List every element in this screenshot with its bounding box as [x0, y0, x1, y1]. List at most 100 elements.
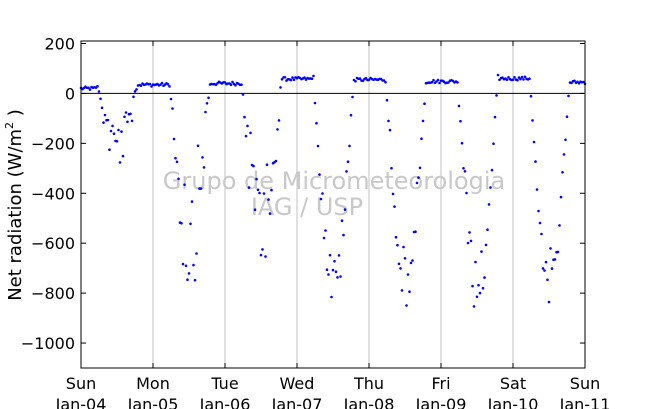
data-point [100, 106, 104, 110]
data-point [339, 275, 342, 278]
data-point [102, 121, 105, 124]
data-point [184, 264, 188, 268]
data-point [484, 243, 488, 247]
data-point [205, 102, 209, 105]
data-point [346, 160, 350, 163]
data-point [279, 86, 282, 89]
data-point [489, 186, 492, 189]
data-point [327, 273, 330, 276]
data-point [403, 257, 407, 260]
data-point [460, 141, 464, 145]
data-point [244, 134, 248, 138]
data-point [516, 78, 519, 82]
data-point [202, 166, 206, 169]
data-point [361, 79, 365, 83]
data-point [537, 209, 540, 213]
data-point [430, 80, 434, 84]
data-point [111, 124, 114, 128]
data-point [181, 262, 185, 266]
data-point [174, 156, 177, 160]
y-axis-label-superscript: 2 [3, 122, 16, 129]
watermark: Grupo de Micrometeorologia IAG / USP [163, 167, 505, 221]
data-point [246, 124, 249, 128]
data-point [493, 115, 497, 119]
data-point [472, 305, 476, 308]
data-point [168, 85, 171, 88]
x-tick-label: Jan-05 [127, 395, 179, 409]
x-tick-label: Jan-08 [343, 395, 395, 409]
data-point [315, 121, 318, 125]
data-point [465, 191, 468, 195]
data-point [529, 94, 533, 98]
x-tick-day: Sat [500, 374, 526, 393]
data-point [229, 83, 233, 86]
data-point [523, 75, 527, 79]
data-point [199, 187, 203, 190]
data-point [108, 148, 111, 151]
data-point [351, 95, 354, 99]
data-point [324, 229, 327, 232]
data-point [112, 132, 116, 135]
data-point [96, 84, 99, 88]
data-point [423, 102, 426, 105]
data-point [193, 278, 197, 282]
data-point [382, 79, 386, 82]
grid-lines [152, 41, 514, 368]
data-point [186, 278, 189, 282]
data-point [231, 80, 234, 84]
data-point [172, 137, 176, 141]
data-point [340, 219, 344, 222]
data-point [129, 112, 132, 116]
data-point [462, 167, 465, 170]
watermark-line-1: Grupo de Micrometeorologia [163, 167, 505, 195]
data-point [559, 195, 563, 199]
data-point [550, 267, 554, 270]
data-point [438, 81, 441, 85]
data-point [420, 137, 423, 140]
data-point [562, 153, 566, 156]
data-point [393, 205, 396, 208]
data-point [204, 110, 207, 114]
x-tick-day: Thu [353, 374, 384, 393]
y-tick-label: −600 [31, 234, 75, 253]
data-point [483, 276, 486, 279]
data-point [505, 78, 509, 81]
data-point [177, 177, 180, 181]
x-tick-label: Jan-04 [55, 395, 107, 409]
data-point [388, 128, 392, 132]
data-point [283, 76, 287, 79]
data-point [471, 284, 474, 288]
data-point [175, 160, 179, 164]
data-point [240, 83, 243, 86]
data-point [342, 233, 345, 237]
data-point [310, 77, 314, 80]
data-point [234, 83, 237, 87]
data-point [303, 76, 306, 79]
data-point [190, 200, 194, 203]
data-point [292, 78, 296, 81]
data-point [135, 88, 138, 91]
data-point [564, 138, 567, 142]
data-point [549, 247, 552, 250]
data-point [196, 144, 200, 148]
data-point [277, 119, 281, 122]
data-point [130, 119, 134, 123]
data-point [264, 255, 267, 258]
data-point [331, 268, 335, 272]
data-point [133, 90, 137, 93]
data-point [531, 119, 534, 122]
data-point [118, 161, 122, 164]
data-point [466, 241, 470, 245]
data-point [541, 267, 545, 270]
x-tick-day: Fri [431, 374, 450, 393]
data-point [334, 270, 338, 274]
data-point [115, 140, 119, 143]
data-point [247, 186, 251, 189]
data-point [520, 75, 524, 79]
x-tick-label: Jan-10 [487, 395, 539, 409]
data-point [123, 115, 126, 119]
x-tick-day: Tue [210, 374, 238, 393]
watermark-line-2: IAG / USP [251, 193, 363, 221]
data-point [117, 128, 120, 132]
data-point [418, 166, 422, 170]
